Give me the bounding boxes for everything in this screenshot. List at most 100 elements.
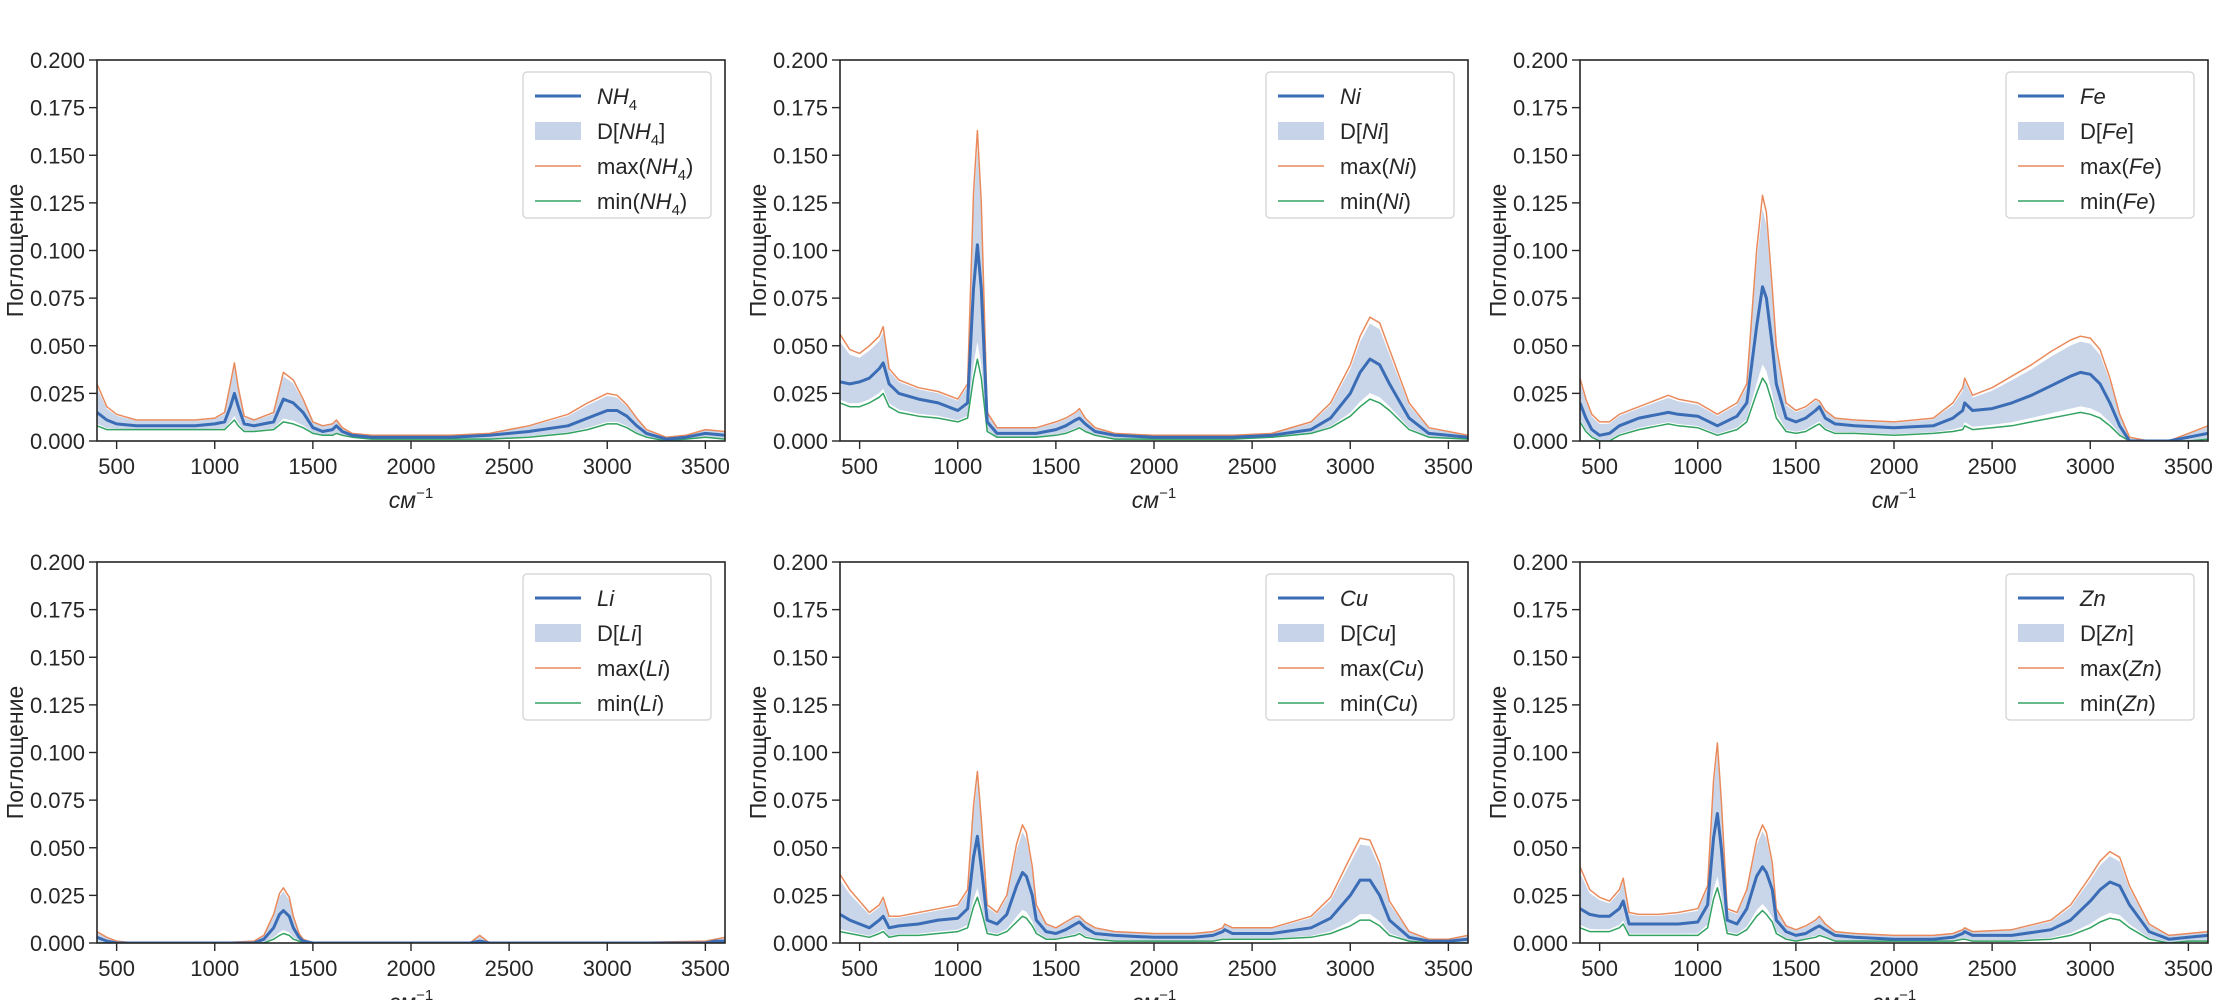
y-tick-label: 0.175 bbox=[773, 598, 828, 623]
y-tick-label: 0.025 bbox=[30, 381, 85, 406]
legend-label-min: min(Cu) bbox=[1340, 691, 1418, 716]
subplot-cu: 0.000 0.025 0.050 0.075 0.100 0.125 0.150 0.175… bbox=[745, 550, 1473, 1000]
legend-label-min: min(NH4) bbox=[597, 189, 687, 219]
y-tick-label: 0.200 bbox=[1513, 550, 1568, 575]
legend-label-mean: Cu bbox=[1340, 586, 1368, 611]
x-tick-label: 2000 bbox=[1870, 956, 1919, 981]
mean-series-line bbox=[840, 834, 1468, 943]
legend-handle-band bbox=[1278, 122, 1324, 140]
y-tick-label: 0.175 bbox=[773, 96, 828, 121]
legend-handle-band bbox=[535, 122, 581, 140]
subplot-li: 0.000 0.025 0.050 0.075 0.100 0.125 0.150 0.175… bbox=[2, 550, 730, 1000]
y-axis-label: Поглощение bbox=[745, 184, 771, 317]
legend-label-band: D[Cu] bbox=[1340, 621, 1396, 646]
x-tick-label: 3500 bbox=[681, 956, 730, 981]
legend-label-max: max(NH4) bbox=[597, 154, 693, 184]
y-tick-label: 0.100 bbox=[773, 239, 828, 264]
y-tick-label: 0.125 bbox=[773, 191, 828, 216]
legend-label-mean: Li bbox=[597, 586, 615, 611]
legend-label-band: D[Li] bbox=[597, 621, 642, 646]
y-tick-label: 0.200 bbox=[773, 550, 828, 575]
x-tick-label: 3500 bbox=[2164, 956, 2213, 981]
x-tick-label: 3000 bbox=[583, 454, 632, 479]
y-tick-label: 0.200 bbox=[1513, 48, 1568, 73]
legend-label-max: max(Zn) bbox=[2080, 656, 2162, 681]
y-tick-label: 0.025 bbox=[773, 883, 828, 908]
min-series-line bbox=[840, 358, 1468, 440]
y-tick-label: 0.200 bbox=[30, 550, 85, 575]
legend-handle-band bbox=[2018, 122, 2064, 140]
x-tick-label: 500 bbox=[841, 454, 878, 479]
y-tick-label: 0.150 bbox=[30, 143, 85, 168]
max-series-line bbox=[840, 770, 1468, 940]
legend-label-mean: Ni bbox=[1340, 84, 1362, 109]
min-series-line bbox=[97, 419, 725, 441]
x-tick-label: 3000 bbox=[583, 956, 632, 981]
y-tick-label: 0.075 bbox=[30, 788, 85, 813]
legend: Fe D[Fe] max(Fe) min(Fe) bbox=[2005, 71, 2195, 219]
x-tick-label: 3500 bbox=[681, 454, 730, 479]
y-tick-label: 0.125 bbox=[773, 693, 828, 718]
plot-area bbox=[840, 770, 1468, 943]
mean-series-line bbox=[97, 909, 725, 943]
max-series-line bbox=[1580, 742, 2208, 937]
x-tick-label: 1500 bbox=[288, 956, 337, 981]
y-tick-label: 0.025 bbox=[773, 381, 828, 406]
std-band-area bbox=[1580, 209, 2208, 441]
legend-handle-band bbox=[2018, 624, 2064, 642]
legend-label-band: D[Zn] bbox=[2080, 621, 2134, 646]
max-series-line bbox=[97, 887, 725, 943]
y-tick-label: 0.125 bbox=[1513, 191, 1568, 216]
mean-series-line bbox=[1580, 812, 2208, 941]
x-tick-label: 2000 bbox=[1130, 454, 1179, 479]
x-tick-label: 500 bbox=[98, 454, 135, 479]
x-tick-label: 1500 bbox=[1771, 956, 1820, 981]
subplot-fe: 0.000 0.025 0.050 0.075 0.100 0.125 0.150 0.175… bbox=[1485, 48, 2213, 513]
legend-box bbox=[522, 71, 712, 219]
std-band-area bbox=[97, 367, 725, 441]
legend-label-mean: Zn bbox=[2079, 586, 2106, 611]
x-tick-label: 3000 bbox=[1326, 454, 1375, 479]
x-tick-label: 2500 bbox=[1968, 956, 2017, 981]
legend-label-band: D[Fe] bbox=[2080, 119, 2134, 144]
y-tick-label: 0.075 bbox=[773, 286, 828, 311]
y-tick-label: 0.075 bbox=[30, 286, 85, 311]
min-series-line bbox=[97, 932, 725, 943]
legend: Li D[Li] max(Li) min(Li) bbox=[522, 573, 712, 721]
mean-series-line bbox=[97, 391, 725, 441]
x-tick-label: 500 bbox=[1581, 454, 1618, 479]
legend-box bbox=[2005, 71, 2195, 219]
y-tick-label: 0.175 bbox=[1513, 598, 1568, 623]
min-series-line bbox=[840, 896, 1468, 943]
y-tick-label: 0.050 bbox=[30, 334, 85, 359]
legend-label-max: max(Ni) bbox=[1340, 154, 1417, 179]
y-tick-label: 0.200 bbox=[773, 48, 828, 73]
x-tick-label: 1500 bbox=[1031, 454, 1080, 479]
y-tick-label: 0.075 bbox=[1513, 788, 1568, 813]
legend-label-min: min(Li) bbox=[597, 691, 664, 716]
legend-box bbox=[1265, 71, 1455, 219]
x-tick-label: 2500 bbox=[485, 956, 534, 981]
legend-label-max: max(Fe) bbox=[2080, 154, 2162, 179]
y-tick-label: 0.150 bbox=[30, 645, 85, 670]
legend: Cu D[Cu] max(Cu) min(Cu) bbox=[1265, 573, 1455, 721]
y-tick-label: 0.000 bbox=[773, 931, 828, 956]
legend-box bbox=[2005, 573, 2195, 721]
x-tick-label: 1500 bbox=[1771, 454, 1820, 479]
plot-area bbox=[97, 887, 725, 943]
y-axis-label: Поглощение bbox=[1485, 184, 1511, 317]
legend-label-band: D[Ni] bbox=[1340, 119, 1389, 144]
y-axis-label: Поглощение bbox=[745, 686, 771, 819]
legend-box bbox=[1265, 573, 1455, 721]
x-tick-label: 500 bbox=[841, 956, 878, 981]
y-tick-label: 0.050 bbox=[30, 836, 85, 861]
x-tick-label: 2000 bbox=[1870, 454, 1919, 479]
x-tick-label: 2000 bbox=[387, 454, 436, 479]
y-tick-label: 0.000 bbox=[773, 429, 828, 454]
y-tick-label: 0.025 bbox=[30, 883, 85, 908]
x-tick-label: 2500 bbox=[1968, 454, 2017, 479]
y-tick-label: 0.175 bbox=[30, 598, 85, 623]
legend-label-max: max(Li) bbox=[597, 656, 670, 681]
x-tick-label: 3500 bbox=[1424, 454, 1473, 479]
y-tick-label: 0.050 bbox=[773, 836, 828, 861]
